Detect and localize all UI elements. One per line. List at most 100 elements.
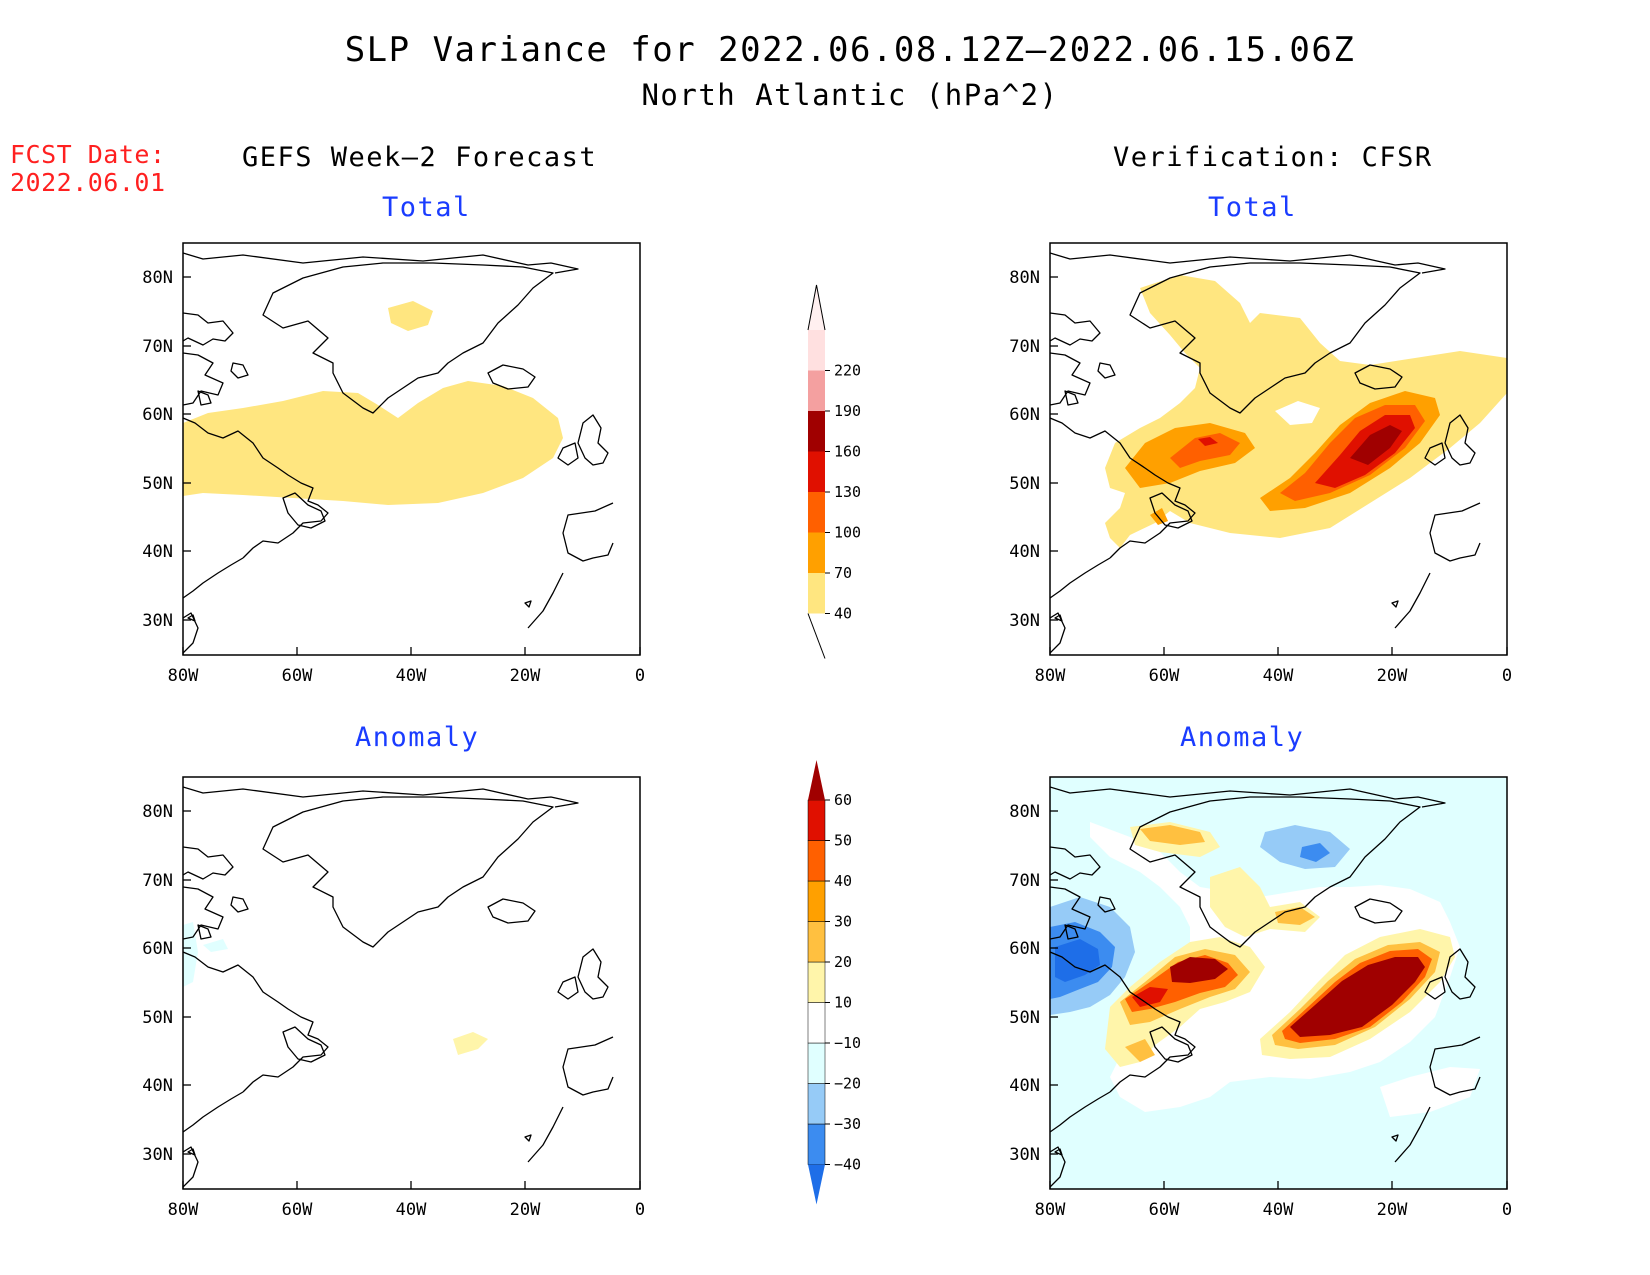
- y-tick-label-forecast-anomaly-1: 40N: [142, 1076, 173, 1096]
- y-tick-label-verification-anomaly-4: 70N: [1009, 871, 1040, 891]
- contour-fill-forecast-total-0: [183, 381, 563, 505]
- colorbar-anomaly-label-3: −10: [834, 1034, 861, 1052]
- contour-fills-verification-total: [1050, 252, 1507, 654]
- y-tick-label-verification-anomaly-2: 50N: [1009, 1008, 1040, 1028]
- y-tick-label-verification-anomaly-3: 60N: [1009, 939, 1040, 959]
- x-tick-label-verification-total-2: 40W: [1263, 666, 1294, 686]
- map-panel-forecast-total: 80W 60W 40W 20W 0 30N 40N 50N 60N 70N 80N: [142, 242, 645, 686]
- colorbar-anomaly-label-6: 30: [834, 913, 852, 931]
- contour-fill-verification-anomaly-16: [1132, 987, 1168, 1007]
- y-tick-label-verification-anomaly-5: 80N: [1009, 802, 1040, 822]
- colorbar-anomaly-box-2: [807, 1042, 826, 1084]
- fcst-date-value: 2022.06.01: [10, 168, 166, 197]
- colorbar-anomaly-box-0: [807, 1123, 826, 1165]
- colorbar-total-label-2: 100: [834, 524, 861, 542]
- colorbar-anomaly-box-3: [807, 1002, 826, 1044]
- x-tick-label-verification-anomaly-0: 80W: [1035, 1200, 1066, 1220]
- colorbar-anomaly-bottom-arrow: [808, 1164, 825, 1205]
- colorbar-total-box-3: [808, 451, 825, 492]
- verification-column-title: Verification: CFSR: [1113, 142, 1433, 173]
- y-tick-label-verification-total-0: 30N: [1009, 611, 1040, 631]
- contour-fill-verification-anomaly-9: [1140, 825, 1205, 845]
- colorbar-anomaly-label-4: 10: [834, 994, 852, 1012]
- y-tick-label-forecast-total-1: 40N: [142, 542, 173, 562]
- contour-fill-forecast-anomaly-0: [453, 1032, 488, 1055]
- colorbar-total-label-5: 190: [834, 402, 861, 420]
- colorbar-total-box-5: [808, 370, 825, 411]
- colorbar-anomaly-box-8: [807, 799, 826, 841]
- y-tick-label-forecast-anomaly-3: 60N: [142, 939, 173, 959]
- contour-fill-verification-total-5: [1170, 433, 1240, 468]
- colorbar-total-label-0: 40: [834, 605, 852, 623]
- main-title: SLP Variance for 2022.06.08.12Z–2022.06.…: [344, 30, 1356, 70]
- colorbar-total-bottom-edge: [807, 613, 826, 659]
- y-tick-label-verification-total-3: 60N: [1009, 405, 1040, 425]
- x-tick-label-forecast-total-1: 60W: [282, 666, 313, 686]
- map-panel-forecast-anomaly: 80W 60W 40W 20W 0 30N 40N 50N 60N 70N 80N: [142, 776, 645, 1220]
- coastline-forecast-anomaly: [183, 786, 614, 1188]
- x-tick-label-verification-anomaly-2: 40W: [1263, 1200, 1294, 1220]
- colorbar-total-box-2: [808, 492, 825, 533]
- colorbar-total-box-0: [808, 573, 825, 614]
- y-tick-label-forecast-anomaly-0: 30N: [142, 1145, 173, 1165]
- verification-total-title: Total: [1208, 192, 1297, 223]
- forecast-column-title: GEFS Week–2 Forecast: [242, 142, 598, 173]
- y-tick-label-forecast-total-3: 60N: [142, 405, 173, 425]
- colorbar-anomaly-label-1: −30: [834, 1115, 861, 1133]
- colorbar-total-box-6: [808, 330, 825, 371]
- x-tick-label-verification-total-4: 0: [1502, 666, 1512, 686]
- colorbar-anomaly-top-arrow: [808, 760, 825, 800]
- map-panel-verification-total: 80W 60W 40W 20W 0 30N 40N 50N 60N 70N 80N: [1009, 242, 1512, 686]
- x-tick-label-verification-total-0: 80W: [1035, 666, 1066, 686]
- y-tick-label-verification-total-2: 50N: [1009, 474, 1040, 494]
- colorbar-total-label-4: 160: [834, 443, 861, 461]
- contour-fill-verification-anomaly-7: [1300, 843, 1330, 862]
- colorbar-anomaly: −40 −30 −20 −10 10 20 30 40 50 60: [807, 760, 861, 1205]
- colorbar-anomaly-box-7: [807, 840, 826, 882]
- y-tick-label-forecast-total-4: 70N: [142, 337, 173, 357]
- y-tick-label-verification-total-5: 80N: [1009, 268, 1040, 288]
- x-tick-label-forecast-anomaly-0: 80W: [168, 1200, 199, 1220]
- colorbar-anomaly-label-5: 20: [834, 953, 852, 971]
- contour-fills-verification-anomaly: [1050, 777, 1507, 1189]
- colorbar-total-top-arrow: [807, 284, 826, 331]
- colorbar-total-label-1: 70: [834, 564, 852, 582]
- colorbar-anomaly-box-1: [807, 1083, 826, 1125]
- x-tick-label-forecast-anomaly-3: 20W: [510, 1200, 541, 1220]
- y-tick-label-forecast-total-2: 50N: [142, 474, 173, 494]
- colorbar-total-label-6: 220: [834, 362, 861, 380]
- y-tick-label-verification-total-1: 40N: [1009, 542, 1040, 562]
- contour-fill-verification-anomaly-21: [1125, 1039, 1155, 1062]
- x-tick-label-forecast-total-0: 80W: [168, 666, 199, 686]
- contour-fill-verification-total-1: [1275, 401, 1320, 425]
- y-tick-label-verification-anomaly-1: 40N: [1009, 1076, 1040, 1096]
- colorbar-anomaly-box-4: [807, 961, 826, 1003]
- contour-fill-verification-total-8: [1350, 425, 1402, 465]
- x-tick-label-verification-anomaly-4: 0: [1502, 1200, 1512, 1220]
- contour-fill-forecast-anomaly-2: [203, 939, 228, 952]
- x-tick-label-forecast-total-2: 40W: [396, 666, 427, 686]
- map-frame-forecast-anomaly: [182, 776, 641, 1190]
- y-tick-label-forecast-anomaly-2: 50N: [142, 1008, 173, 1028]
- contour-fills-forecast-total: [183, 252, 614, 654]
- x-tick-label-forecast-total-3: 20W: [510, 666, 541, 686]
- y-tick-label-forecast-anomaly-5: 80N: [142, 802, 173, 822]
- colorbar-anomaly-label-0: −40: [834, 1156, 861, 1174]
- y-tick-label-verification-total-4: 70N: [1009, 337, 1040, 357]
- x-tick-label-verification-total-3: 20W: [1377, 666, 1408, 686]
- forecast-anomaly-title: Anomaly: [355, 722, 480, 753]
- colorbar-total-box-1: [808, 532, 825, 573]
- y-tick-label-forecast-total-0: 30N: [142, 611, 173, 631]
- colorbar-anomaly-label-9: 60: [834, 791, 852, 809]
- colorbar-anomaly-box-5: [807, 921, 826, 963]
- verification-anomaly-title: Anomaly: [1180, 722, 1305, 753]
- contour-fill-verification-total-4: [1150, 508, 1168, 525]
- contour-fills-forecast-anomaly: [183, 786, 614, 1188]
- contour-fill-verification-anomaly-20: [1290, 957, 1425, 1037]
- fcst-date-label: FCST Date:: [10, 140, 166, 169]
- main-subtitle: North Atlantic (hPa^2): [641, 78, 1059, 112]
- forecast-total-title: Total: [382, 192, 471, 223]
- contour-fill-forecast-total-1: [388, 301, 433, 331]
- x-tick-label-forecast-anomaly-2: 40W: [396, 1200, 427, 1220]
